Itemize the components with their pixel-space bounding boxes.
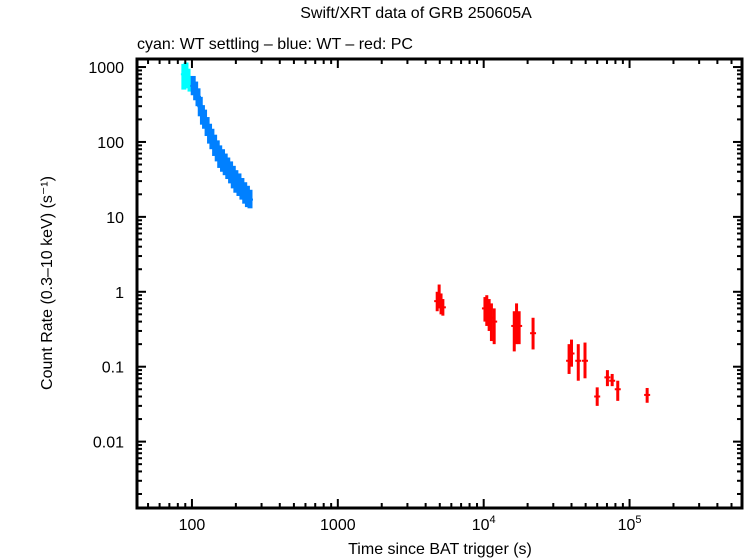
x-tick-labels: 100 1000 104 105 <box>179 514 642 534</box>
x-tick-label: 1000 <box>320 517 356 534</box>
y-tick-label: 1000 <box>88 60 124 77</box>
chart-title: Swift/XRT data of GRB 250605A <box>300 5 532 22</box>
y-tick-label: 0.01 <box>93 435 124 452</box>
y-tick-label: 1 <box>115 285 124 302</box>
series-wt <box>190 75 254 209</box>
x-tick-label: 100 <box>179 517 206 534</box>
plot-frame <box>135 57 744 510</box>
chart-subtitle: cyan: WT settling – blue: WT – red: PC <box>137 36 413 53</box>
ticks-layer <box>137 59 742 508</box>
x-tick-label: 105 <box>618 514 642 534</box>
y-tick-label: 100 <box>97 135 124 152</box>
y-axis-label-text: Count Rate (0.3–10 keV) (s⁻¹) <box>39 176 56 390</box>
y-axis-label: Count Rate (0.3–10 keV) (s⁻¹) <box>39 176 56 390</box>
y-tick-label: 10 <box>106 210 124 227</box>
y-tick-label: 0.1 <box>102 360 124 377</box>
data-layer <box>180 62 651 406</box>
x-axis-label: Time since BAT trigger (s) <box>348 541 532 558</box>
x-tick-label: 104 <box>472 514 496 534</box>
y-tick-labels: 1000 100 10 1 0.1 0.01 <box>88 60 124 452</box>
series-wt-settling <box>180 62 194 92</box>
series-pc <box>434 284 651 406</box>
